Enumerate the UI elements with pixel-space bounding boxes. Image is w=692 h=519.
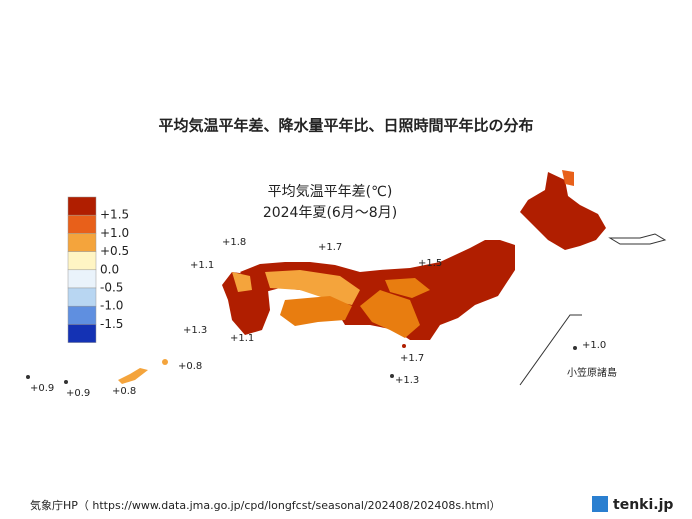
station-label: +1.5 [418, 258, 442, 269]
station-labels: +1.8 +1.1 +1.7 +1.5 +1.3 +1.1 +1.7 +1.3 +0.8 +0.9… [30, 237, 617, 399]
station-label: +0.8 [178, 361, 202, 372]
legend-label: -0.5 [100, 281, 123, 295]
station-label: +1.1 [230, 333, 254, 344]
map-title: 平均気温平年差(℃) [268, 184, 393, 200]
logo[interactable]: tenki.jp [613, 497, 673, 513]
legend-swatch [67, 324, 97, 343]
legend-label: -1.0 [100, 299, 123, 313]
station-label: +0.9 [66, 388, 90, 399]
legend-label: -1.5 [100, 317, 123, 331]
legend-swatch [67, 214, 97, 234]
legend: +1.5 +1.0 +0.5 0.0 -0.5 -1.0 -1.5 [67, 196, 129, 343]
station-label: +1.8 [222, 237, 246, 248]
legend-label: +0.5 [100, 244, 129, 258]
inset-label: 小笠原諸島 [567, 366, 617, 379]
map-subtitle: 2024年夏(6月～8月) [263, 205, 397, 221]
station-label: +0.9 [30, 383, 54, 394]
legend-swatch [67, 269, 97, 289]
station-label: +1.7 [400, 353, 424, 364]
station-label: +1.0 [582, 340, 606, 351]
legend-swatch [67, 196, 97, 216]
legend-label: 0.0 [100, 262, 119, 276]
legend-swatch [67, 233, 97, 252]
map [26, 170, 667, 386]
source: 気象庁HP（ https://www.data.jma.go.jp/cpd/lo… [30, 498, 501, 512]
station-label: +1.7 [318, 242, 342, 253]
station-label: +1.3 [183, 325, 207, 336]
legend-label: +1.5 [100, 208, 129, 222]
legend-swatch [67, 305, 97, 325]
station-label: +1.1 [190, 260, 214, 271]
title: 平均気温平年差、降水量平年比、日照時間平年比の分布 [158, 117, 533, 135]
station-label: +1.3 [395, 375, 419, 386]
legend-label: +1.0 [100, 226, 129, 240]
station-label: +0.8 [112, 386, 136, 397]
logo-icon [592, 496, 608, 512]
legend-swatch [67, 251, 97, 271]
legend-swatch [67, 287, 97, 307]
